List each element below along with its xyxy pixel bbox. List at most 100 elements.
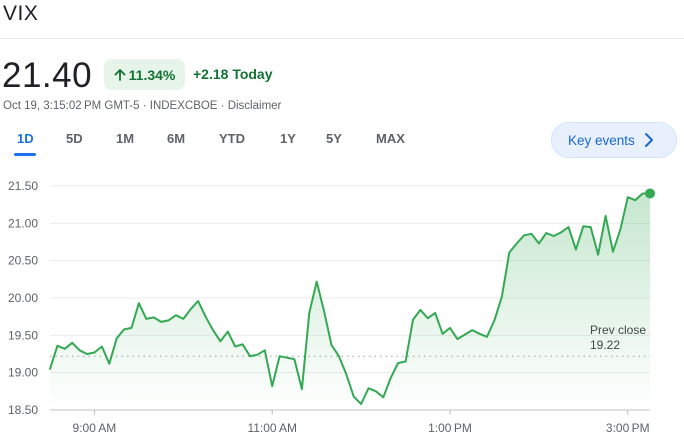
- data-point: [56, 345, 58, 347]
- data-point: [197, 300, 199, 302]
- data-point: [101, 346, 103, 348]
- data-point: [523, 234, 525, 236]
- data-point: [71, 342, 73, 344]
- series-area: [50, 193, 650, 410]
- data-point: [360, 403, 362, 405]
- data-point: [130, 327, 132, 329]
- series-line: [49, 192, 651, 405]
- tab-6m[interactable]: 6M: [167, 131, 186, 146]
- data-point: [597, 254, 599, 256]
- data-point: [293, 358, 295, 360]
- data-point: [93, 352, 95, 354]
- percent-change-badge: 11.34%: [104, 59, 185, 90]
- percent-change-value: 11.34%: [128, 66, 176, 83]
- data-point: [219, 340, 221, 342]
- y-tick-label: 20.50: [8, 254, 38, 268]
- data-point: [234, 346, 236, 348]
- data-point: [138, 302, 140, 304]
- tab-max[interactable]: MAX: [376, 131, 405, 146]
- data-point: [330, 344, 332, 346]
- data-point: [79, 349, 81, 351]
- data-point: [227, 331, 229, 333]
- data-point: [256, 354, 258, 356]
- data-point: [301, 388, 303, 390]
- data-point: [286, 357, 288, 359]
- y-tick-label: 20.00: [8, 291, 38, 305]
- data-point: [353, 396, 355, 398]
- data-point: [116, 337, 118, 339]
- data-point: [479, 333, 481, 335]
- data-point: [86, 353, 88, 355]
- tab-5y[interactable]: 5Y: [326, 131, 342, 146]
- data-point: [190, 308, 192, 310]
- y-tick-label: 18.50: [8, 403, 38, 417]
- data-point: [182, 318, 184, 320]
- absolute-change: +2.18 Today: [193, 66, 273, 82]
- data-point: [471, 329, 473, 331]
- data-point: [382, 396, 384, 398]
- data-point: [486, 336, 488, 338]
- key-events-button[interactable]: Key events: [551, 122, 677, 158]
- data-point: [538, 242, 540, 244]
- data-point: [308, 312, 310, 314]
- active-tab-indicator: [14, 153, 36, 156]
- data-point: [619, 228, 621, 230]
- tab-ytd[interactable]: YTD: [219, 131, 245, 146]
- data-point: [412, 319, 414, 321]
- data-point: [582, 225, 584, 227]
- price-chart: Prev close19.22 21.5021.0020.5020.0019.5…: [8, 179, 655, 435]
- x-tick-label: 11:00 AM: [247, 421, 297, 435]
- data-point: [123, 328, 125, 330]
- data-point: [590, 226, 592, 228]
- tab-5d[interactable]: 5D: [66, 131, 83, 146]
- data-point: [375, 390, 377, 392]
- chevron-right-icon: [644, 133, 653, 147]
- data-point: [242, 343, 244, 345]
- x-tick-label: 9:00 AM: [73, 421, 117, 435]
- data-point: [368, 387, 370, 389]
- x-tick-label: 1:00 PM: [428, 421, 472, 435]
- data-point: [49, 368, 51, 370]
- data-point: [397, 362, 399, 364]
- data-point: [545, 232, 547, 234]
- data-point: [464, 334, 466, 336]
- data-point: [575, 248, 577, 250]
- data-point: [568, 226, 570, 228]
- data-point: [271, 385, 273, 387]
- data-point: [323, 310, 325, 312]
- data-point: [456, 338, 458, 340]
- last-point-marker: [645, 188, 655, 199]
- data-point: [345, 373, 347, 375]
- data-point: [153, 316, 155, 318]
- data-point: [390, 377, 392, 379]
- data-point: [168, 319, 170, 321]
- data-point: [642, 192, 644, 194]
- data-point: [205, 316, 207, 318]
- data-point: [530, 233, 532, 235]
- data-point: [175, 314, 177, 316]
- data-point: [434, 312, 436, 314]
- y-tick-label: 21.50: [8, 179, 38, 193]
- current-price: 21.40: [2, 56, 93, 95]
- data-point: [560, 231, 562, 233]
- y-tick-label: 19.50: [8, 328, 38, 342]
- tab-1y[interactable]: 1Y: [280, 131, 296, 146]
- y-tick-label: 21.00: [8, 216, 38, 230]
- data-point: [264, 349, 266, 351]
- data-point: [405, 360, 407, 362]
- arrow-up-icon: [114, 68, 126, 81]
- x-tick-label: 3:00 PM: [606, 421, 650, 435]
- data-point: [279, 355, 281, 357]
- data-point: [338, 355, 340, 357]
- data-point: [449, 327, 451, 329]
- data-point: [501, 296, 503, 298]
- data-point: [64, 348, 66, 350]
- tab-1m[interactable]: 1M: [116, 131, 135, 146]
- quote-meta: Oct 19, 3:15:02 PM GMT-5 · INDEXCBOE · D…: [3, 100, 282, 112]
- data-point: [442, 333, 444, 335]
- data-point: [316, 281, 318, 283]
- data-point: [627, 196, 629, 198]
- data-point: [508, 251, 510, 253]
- data-point: [427, 317, 429, 319]
- tab-1d[interactable]: 1D: [17, 131, 34, 146]
